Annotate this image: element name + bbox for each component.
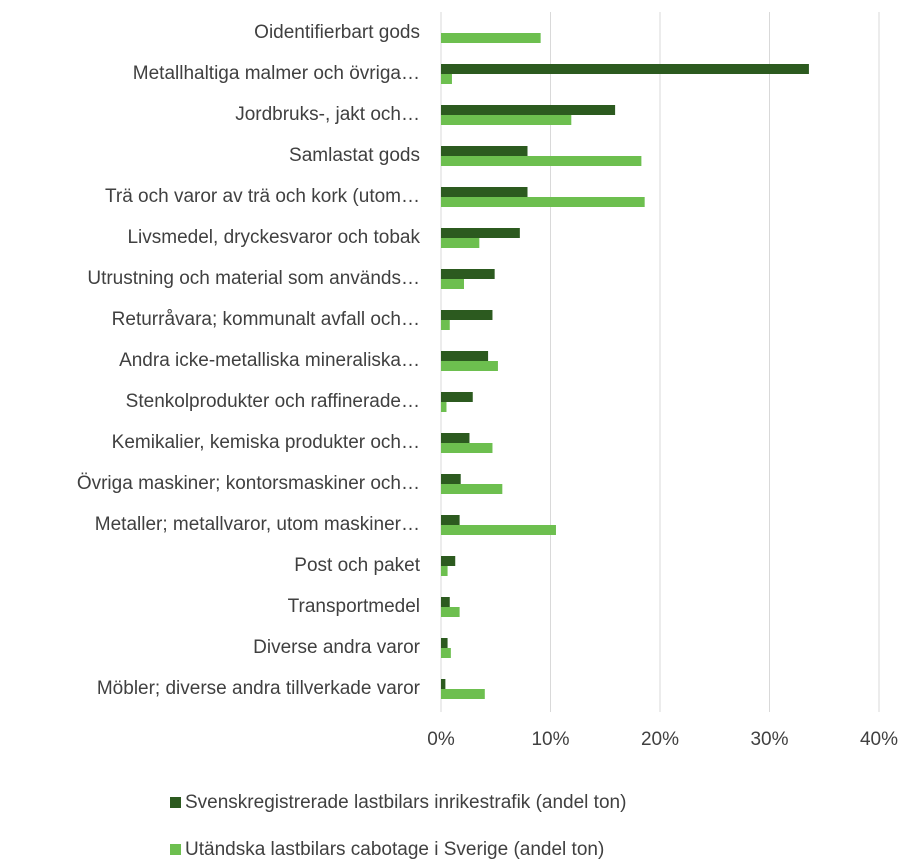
- bar: [441, 187, 528, 197]
- bar: [441, 351, 489, 361]
- bar: [441, 566, 448, 576]
- bar: [441, 279, 464, 289]
- y-tick-label: Oidentifierbart gods: [254, 22, 420, 43]
- bar: [441, 474, 461, 484]
- y-tick-label: Returråvara; kommunalt avfall och…: [112, 309, 420, 330]
- y-tick-label: Trä och varor av trä och kork (utom…: [105, 186, 420, 207]
- y-tick-label: Livsmedel, dryckesvaror och tobak: [127, 227, 420, 248]
- y-tick-label: Samlastat gods: [289, 145, 420, 166]
- bar: [441, 515, 460, 525]
- bar: [441, 115, 572, 125]
- bar: [441, 679, 446, 689]
- bar: [441, 156, 642, 166]
- bar: [441, 392, 473, 402]
- bar: [441, 648, 451, 658]
- x-tick-label: 40%: [860, 729, 898, 750]
- bar: [441, 607, 460, 617]
- bar: [441, 525, 556, 535]
- legend-swatch: [170, 844, 181, 855]
- y-tick-label: Metallhaltiga malmer och övriga…: [133, 63, 420, 84]
- bar: [441, 146, 528, 156]
- x-tick-label: 20%: [641, 729, 679, 750]
- x-tick-label: 0%: [427, 729, 455, 750]
- y-tick-label: Transportmedel: [288, 596, 420, 617]
- bar: [441, 556, 456, 566]
- bar: [441, 310, 493, 320]
- y-tick-label: Jordbruks-, jakt och…: [235, 104, 420, 125]
- bar: [441, 74, 452, 84]
- bar: [441, 320, 450, 330]
- bar: [441, 33, 541, 43]
- x-tick-label: 10%: [531, 729, 569, 750]
- bar: [441, 269, 495, 279]
- y-tick-label: Övriga maskiner; kontorsmaskiner och…: [77, 473, 420, 494]
- y-tick-label: Stenkolprodukter och raffinerade…: [126, 391, 420, 412]
- legend-label: Utändska lastbilars cabotage i Sverige (…: [185, 839, 604, 860]
- legend-swatch: [170, 797, 181, 808]
- bar: [441, 484, 503, 494]
- bar: [441, 597, 450, 607]
- x-tick-label: 30%: [750, 729, 788, 750]
- y-tick-label: Kemikalier, kemiska produkter och…: [112, 432, 420, 453]
- y-tick-label: Metaller; metallvaror, utom maskiner…: [95, 514, 420, 535]
- bar: [441, 64, 809, 74]
- y-tick-label: Utrustning och material som används…: [87, 268, 420, 289]
- bar: [441, 238, 480, 248]
- y-tick-label: Möbler; diverse andra tillverkade varor: [97, 678, 421, 699]
- bar: [441, 105, 616, 115]
- y-tick-label: Andra icke-metalliska mineraliska…: [119, 350, 420, 371]
- y-tick-label: Post och paket: [294, 555, 420, 576]
- bar: [441, 197, 645, 207]
- bar: [441, 433, 470, 443]
- y-tick-label: Diverse andra varor: [253, 637, 421, 658]
- bar: [441, 228, 520, 238]
- bar: [441, 402, 447, 412]
- bar: [441, 638, 448, 648]
- bar: [441, 361, 498, 371]
- bar: [441, 443, 493, 453]
- legend-label: Svenskregistrerade lastbilars inrikestra…: [185, 792, 626, 813]
- bar: [441, 689, 485, 699]
